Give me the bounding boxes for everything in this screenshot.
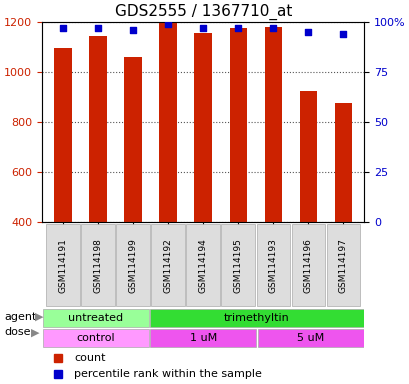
FancyBboxPatch shape (326, 224, 360, 306)
FancyBboxPatch shape (186, 224, 220, 306)
Point (304, 29, 311, 35)
Text: GSM114192: GSM114192 (163, 238, 172, 293)
Bar (229, 28, 247, 222)
Text: GSM114198: GSM114198 (93, 238, 102, 293)
FancyBboxPatch shape (257, 329, 363, 347)
Text: agent: agent (4, 312, 36, 322)
Bar (159, 0, 177, 222)
Text: GSM114199: GSM114199 (128, 238, 137, 293)
Text: 1 uM: 1 uM (189, 333, 216, 343)
Text: control: control (76, 333, 115, 343)
FancyBboxPatch shape (256, 224, 290, 306)
Bar (194, 33, 211, 222)
Text: 5 uM: 5 uM (297, 333, 324, 343)
Bar (299, 91, 317, 222)
Point (270, 25, 276, 31)
Point (234, 25, 241, 31)
FancyBboxPatch shape (81, 224, 115, 306)
Bar (334, 103, 351, 222)
Point (339, 31, 346, 37)
Text: GSM114195: GSM114195 (233, 238, 242, 293)
Text: dose: dose (4, 327, 31, 337)
FancyBboxPatch shape (291, 224, 324, 306)
Text: GSM114191: GSM114191 (58, 238, 67, 293)
FancyBboxPatch shape (43, 309, 148, 327)
Bar (124, 57, 142, 222)
FancyBboxPatch shape (43, 329, 148, 347)
Point (94, 25, 101, 31)
Text: count: count (74, 353, 106, 363)
Text: percentile rank within the sample: percentile rank within the sample (74, 369, 261, 379)
FancyBboxPatch shape (221, 224, 254, 306)
FancyBboxPatch shape (151, 224, 184, 306)
FancyBboxPatch shape (116, 224, 150, 306)
Point (164, 21, 171, 27)
Bar (89, 35, 107, 222)
Text: trimethyltin: trimethyltin (224, 313, 289, 323)
Text: ▶: ▶ (31, 327, 39, 337)
Text: ▶: ▶ (35, 312, 43, 322)
Bar (264, 27, 281, 222)
Bar (54, 48, 72, 222)
Title: GDS2555 / 1367710_at: GDS2555 / 1367710_at (114, 4, 291, 20)
FancyBboxPatch shape (150, 309, 363, 327)
Text: GSM114196: GSM114196 (303, 238, 312, 293)
Text: GSM114194: GSM114194 (198, 238, 207, 293)
Point (60, 25, 66, 31)
Text: GSM114193: GSM114193 (268, 238, 277, 293)
Text: untreated: untreated (68, 313, 123, 323)
Point (200, 25, 206, 31)
Text: GSM114197: GSM114197 (338, 238, 347, 293)
Point (130, 26, 136, 33)
FancyBboxPatch shape (46, 224, 80, 306)
FancyBboxPatch shape (150, 329, 256, 347)
